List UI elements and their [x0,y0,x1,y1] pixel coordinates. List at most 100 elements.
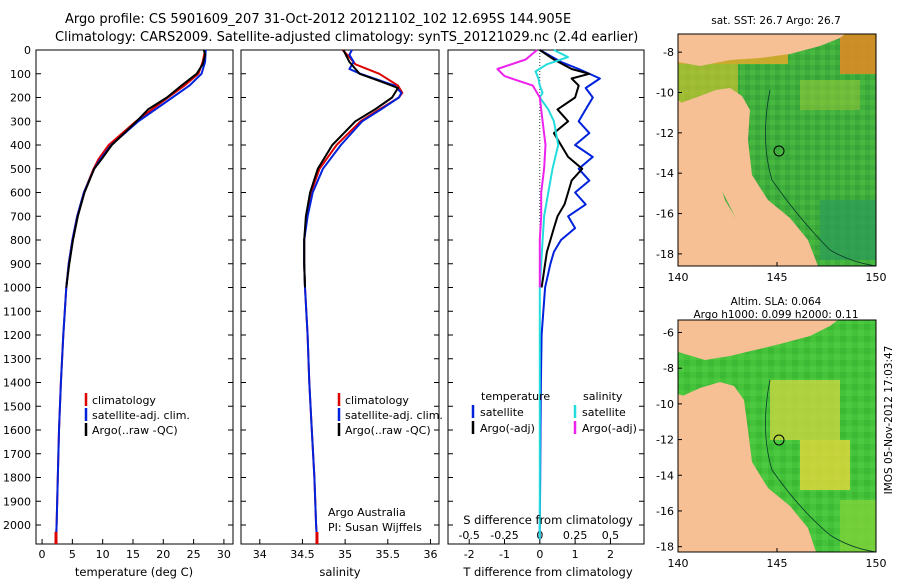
map-y-tick-label: -8 [663,46,674,59]
sst-contour [765,89,876,266]
argo-australia-label: Argo Australia [328,506,406,519]
map-x-tick-label: 145 [767,557,788,570]
legend-salinity-title: salinity [583,390,623,403]
x-tick-label: 20 [156,548,170,561]
legend-s-argo: Argo(-adj) [582,422,637,435]
sst-cool-patch [820,200,876,260]
map-y-tick-label: -16 [656,505,674,518]
series-line-salinity-satellite [534,49,570,540]
map-x-tick-label: 150 [866,271,887,284]
legend-argo: Argo(..raw -QC) [345,424,431,437]
temperature-panel: 0 5 10 15 20 25 30 temperature (deg C) climato… [35,49,234,579]
depth-tick-label: 1500 [3,400,31,413]
map-y-tick-label: -6 [663,326,674,339]
s-tick-label: 0.25 [563,529,588,542]
map-y-tick-label: -18 [656,541,674,554]
map-y-tick-label: -14 [656,167,674,180]
x-tick-label: 0 [536,548,543,561]
imos-timestamp: IMOS 05-Nov-2012 17:03:47 [883,346,895,495]
x-tick-label: -1 [499,548,510,561]
x-tick-label: 5 [69,548,76,561]
x-tick-label: 1 [572,548,579,561]
legend-t-satellite: satellite [480,406,524,419]
sst-map-ticks: 140 145 150 -8 -10 -12 -14 -16 -18 [656,46,886,284]
depth-tick-label: 1000 [3,282,31,295]
temperature-lines [54,49,207,544]
legend-t-argo: Argo(-adj) [480,422,535,435]
map-x-tick-label: 140 [668,557,689,570]
depth-tick-label: 2000 [3,519,31,532]
depth-tick-label: 1700 [3,448,31,461]
depth-tick-label: 400 [10,139,31,152]
x-tick-label: 10 [96,548,110,561]
sla-map-ticks: 140 145 150 -6 -8 -10 -12 -14 -16 -18 [656,326,886,570]
temperature-legend: climatology satellite-adj. clim. Argo(..… [84,393,190,437]
depth-tick-label: 1900 [3,495,31,508]
map-x-tick-label: 150 [866,557,887,570]
salinity-ticks: 34 34.5 35 35.5 36 [241,49,439,561]
map-y-tick-label: -10 [656,398,674,411]
depth-tick-label: 500 [10,163,31,176]
depth-tick-label: 1600 [3,424,31,437]
x-tick-label: 34.5 [290,548,315,561]
map-y-tick-label: -12 [656,434,674,447]
series-line-argo-raw-qc [65,49,207,288]
difference-lines [496,49,601,540]
series-line-argo-raw-qc [303,49,399,288]
sla-map-field [678,320,876,552]
legend-satellite-adj: satellite-adj. clim. [345,409,443,422]
depth-tick-label: 1400 [3,377,31,390]
pi-label: PI: Susan Wijffels [328,521,422,534]
s-tick-label: -0.5 [458,529,479,542]
depth-tick-label: 0 [24,44,31,57]
series-line-salinity-argo-adj [496,49,547,288]
s-tick-label: -0.25 [490,529,518,542]
map-x-tick-label: 140 [668,271,689,284]
map-y-tick-label: -16 [656,208,674,221]
salinity-frame [240,49,440,545]
s-tick-label: 0.5 [602,529,620,542]
sst-land-queensland [678,88,818,266]
sla-land-queensland [678,382,816,552]
sst-land-png [678,34,845,66]
depth-tick-label: 1800 [3,472,31,485]
x-tick-label: 34 [253,548,267,561]
map-y-tick-label: -8 [663,362,674,375]
depth-tick-label: 900 [10,258,31,271]
depth-tick-label: 300 [10,115,31,128]
x-tick-label: 36 [423,548,437,561]
x-tick-label: 35.5 [376,548,401,561]
sla-map-title-1: Altim. SLA: 0.064 [731,296,822,308]
x-tick-label: 0 [39,548,46,561]
map-y-tick-label: -14 [656,469,674,482]
sla-contour [765,379,876,552]
difference-panel: -2 -1 0 1 2-0.5 -0.25 0 0.25 0.5 T difference fr… [447,49,645,579]
x-tick-label: 15 [126,548,140,561]
sla-high-patch-s [800,440,850,490]
depth-tick-label: 100 [10,68,31,81]
legend-satellite-adj: satellite-adj. clim. [92,409,190,422]
depth-tick-label: 200 [10,92,31,105]
salinity-lines [303,49,404,544]
depth-axis-labels: 0 100 200 300 400 500 600 700 800 900 1000 1100 1200… [3,44,31,532]
legend-climatology: climatology [345,394,409,407]
depth-tick-label: 1300 [3,353,31,366]
legend-climatology: climatology [92,394,156,407]
sst-mid-patch [800,80,860,110]
sst-map: sat. SST: 26.7 Argo: 26.7 [656,15,886,284]
difference-legend: temperature satellite Argo(-adj) salinit… [471,390,637,435]
sst-map-field [678,34,876,266]
temperature-frame [35,49,234,545]
series-line-temperature-satellite [538,49,601,540]
depth-tick-label: 800 [10,234,31,247]
profile-title: Argo profile: CS 5901609_207 31-Oct-2012… [65,12,571,27]
sla-float-marker [773,434,785,446]
depth-tick-label: 700 [10,210,31,223]
map-x-tick-label: 145 [767,271,788,284]
climatology-subtitle: Climatology: CARS2009. Satellite-adjuste… [55,30,638,45]
sla-map-title-2: Argo h1000: 0.099 h2000: 0.11 [693,309,858,321]
t-difference-xlabel: T difference from climatology [462,565,633,579]
salinity-panel: 34 34.5 35 35.5 36 salinity climatology sate… [240,49,443,579]
difference-frame [447,49,645,545]
